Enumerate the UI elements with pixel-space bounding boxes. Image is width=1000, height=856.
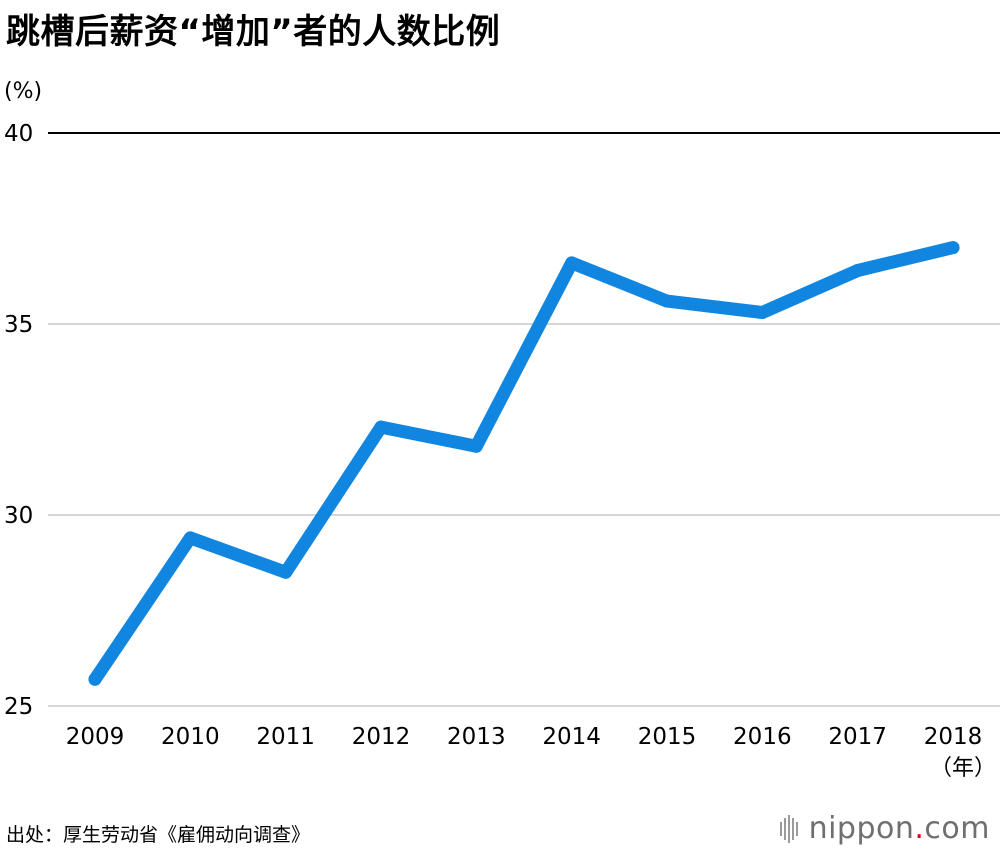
- data-point-2015: [660, 294, 674, 308]
- data-point-2013: [469, 439, 483, 453]
- logo-name: nippon: [808, 811, 915, 846]
- x-tick-label: 2014: [542, 724, 601, 750]
- bars-icon: [779, 814, 798, 843]
- data-point-2014: [565, 256, 579, 270]
- x-tick-label: 2012: [352, 724, 411, 750]
- nippon-logo: nippon.com: [779, 811, 990, 846]
- gridlines: [48, 132, 1000, 707]
- data-point-2012: [374, 420, 388, 434]
- data-point-2017: [851, 264, 865, 278]
- x-tick-label: 2015: [638, 724, 697, 750]
- x-tick-labels: 2009 2010 2011 2012 2013 2014 2015 2016 2017 2018: [66, 724, 983, 750]
- y-tick-label: 30: [4, 503, 33, 529]
- x-tick-label: 2013: [447, 724, 506, 750]
- line-chart: 25 30 35 40 2009 2010 2011 2012 2013 2014 2015 201…: [4, 79, 1000, 781]
- x-axis-unit-label: （年）: [930, 756, 996, 781]
- data-point-2010: [183, 531, 197, 545]
- logo-dot: .: [914, 811, 925, 846]
- x-tick-label: 2010: [161, 724, 220, 750]
- series-line-0: [88, 241, 960, 686]
- x-tick-label: 2016: [733, 724, 792, 750]
- data-point-2011: [279, 565, 293, 579]
- x-tick-label: 2011: [256, 724, 315, 750]
- series-lines: [88, 241, 960, 686]
- data-point-2009: [88, 672, 102, 686]
- y-tick-label: 40: [4, 121, 33, 147]
- data-point-2018: [946, 241, 960, 255]
- y-tick-labels: 25 30 35 40: [4, 121, 33, 720]
- chart-title: 跳槽后薪资“增加”者的人数比例: [6, 12, 501, 52]
- x-tick-label: 2017: [828, 724, 887, 750]
- logo-suffix: com: [924, 811, 990, 846]
- y-axis-unit-label: (%): [4, 79, 42, 104]
- data-point-2016: [755, 306, 769, 320]
- y-tick-label: 35: [4, 312, 33, 338]
- x-tick-label: 2009: [66, 724, 125, 750]
- logo-text: nippon.com: [809, 811, 990, 846]
- x-tick-label: 2018: [924, 724, 983, 750]
- source-note: 出处：厚生劳动省《雇佣动向调查》: [6, 824, 311, 846]
- y-tick-label: 25: [4, 694, 33, 720]
